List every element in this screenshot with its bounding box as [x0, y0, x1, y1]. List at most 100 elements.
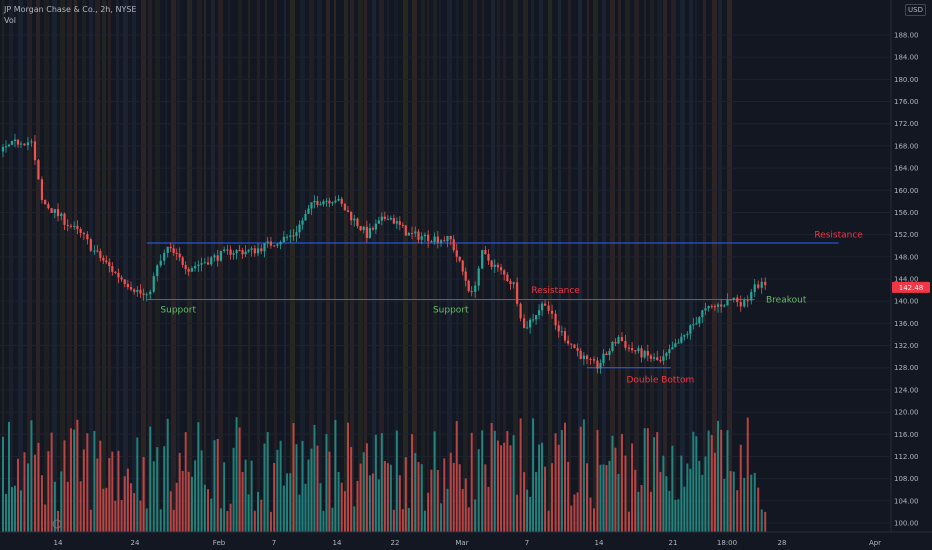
volume-bar — [102, 488, 105, 532]
candle-body — [637, 348, 640, 352]
background-stripe — [727, 0, 732, 532]
candle-body — [446, 235, 449, 242]
candle-body — [665, 353, 668, 357]
volume-bar — [589, 497, 592, 532]
volume-bar — [726, 430, 729, 532]
candle-body — [458, 256, 461, 261]
candle-body — [190, 268, 194, 272]
candle-body — [404, 225, 407, 236]
candle-body — [743, 300, 746, 307]
candle-body — [292, 235, 295, 237]
background-stripe — [52, 0, 57, 532]
candle-body — [19, 143, 23, 145]
background-stripe — [439, 0, 441, 532]
volume-bar — [449, 452, 452, 532]
volume-bar — [458, 464, 461, 532]
volume-bar — [328, 451, 331, 532]
candle-body — [181, 257, 184, 266]
volume-bar — [331, 507, 334, 532]
candle-body — [235, 250, 238, 254]
volume-bar — [659, 471, 662, 532]
volume-bar — [757, 487, 760, 532]
volume-bar — [207, 489, 210, 532]
candle-body — [238, 250, 241, 252]
volume-bar — [187, 471, 190, 532]
candle-body — [455, 250, 458, 257]
volume-bar — [760, 509, 763, 532]
volume-bar — [142, 456, 145, 532]
background-stripe — [387, 0, 389, 532]
candle-body — [407, 233, 410, 236]
y-tick-label: 112.00 — [894, 453, 919, 461]
volume-bar — [322, 510, 325, 532]
y-tick-label: 148.00 — [894, 253, 919, 261]
annotation-label: Support — [160, 305, 196, 315]
background-stripe — [689, 0, 693, 532]
candle-body — [710, 306, 713, 308]
y-tick-label: 168.00 — [894, 142, 919, 150]
candle-body — [30, 141, 33, 143]
background-stripe — [300, 0, 305, 532]
volume-bar — [152, 461, 155, 532]
volume-bar — [172, 509, 175, 532]
candle-body — [395, 221, 398, 224]
volume-bar — [596, 429, 599, 532]
currency-button[interactable]: USD — [905, 4, 926, 16]
candle-body — [579, 350, 582, 359]
candle-body — [493, 264, 496, 267]
volume-bar — [126, 468, 129, 532]
candle-body — [301, 220, 304, 225]
candle-body — [187, 269, 190, 272]
candle-body — [668, 349, 671, 354]
candle-body — [634, 350, 637, 352]
volume-bar — [519, 418, 522, 532]
volume-bar — [263, 443, 266, 532]
volume-bar — [313, 424, 316, 532]
candle-body — [219, 251, 223, 261]
candle-body — [256, 248, 260, 254]
volume-bar — [286, 473, 289, 532]
volume-bar — [307, 459, 310, 532]
candle-body — [420, 236, 423, 240]
candle-body — [13, 139, 17, 142]
volume-bar — [93, 430, 96, 532]
background-stripe — [171, 0, 176, 532]
candle-body — [662, 356, 665, 361]
volume-bars — [1, 417, 767, 532]
candle-body — [343, 204, 346, 211]
volume-bar — [316, 445, 319, 532]
volume-bar — [295, 444, 298, 532]
volume-bar — [736, 490, 739, 532]
candle-body — [643, 350, 646, 358]
volume-bar — [219, 508, 222, 532]
background-stripe — [27, 0, 32, 532]
candle-body — [389, 218, 392, 220]
candle-body — [139, 289, 142, 294]
background-stripe — [123, 0, 128, 532]
candle-body — [746, 300, 749, 302]
y-tick-label: 160.00 — [894, 187, 919, 195]
candle-body — [608, 350, 611, 356]
background-stripe — [503, 0, 506, 532]
volume-bar — [701, 474, 704, 532]
volume-indicator-label[interactable]: Vol — [4, 16, 16, 25]
candle-body — [487, 254, 490, 261]
candle-body — [226, 249, 229, 251]
volume-bar — [269, 511, 272, 532]
candle-body — [289, 235, 292, 237]
candle-body — [563, 331, 567, 341]
volume-bar — [241, 471, 244, 532]
candle-body — [304, 213, 307, 221]
x-tick-label: 28 — [778, 539, 787, 547]
volume-bar — [276, 449, 279, 532]
candle-body — [365, 226, 368, 238]
background-stripe — [95, 0, 100, 532]
volume-bar — [178, 452, 181, 532]
background-stripe — [379, 0, 384, 532]
volume-bar — [668, 490, 671, 532]
volume-bar — [377, 479, 380, 532]
background-stripe — [421, 0, 425, 532]
volume-bar — [464, 478, 467, 532]
volume-bar — [739, 444, 742, 532]
